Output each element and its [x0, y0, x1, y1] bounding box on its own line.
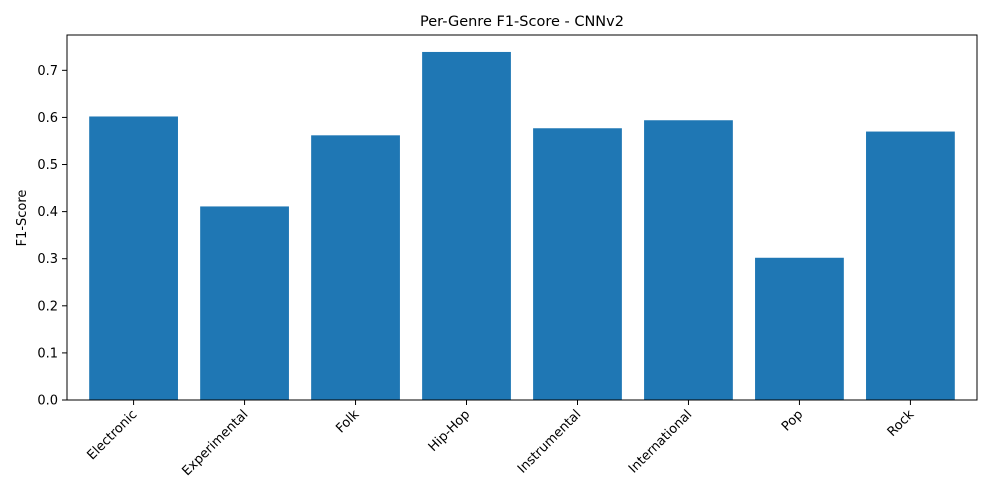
x-tick-label: Electronic [84, 407, 140, 463]
bar-experimental [200, 206, 289, 400]
y-axis: 0.0 0.1 0.2 0.3 0.4 0.5 0.6 0.7 [37, 64, 67, 409]
x-axis: Electronic Experimental Folk Hip-Hop Instrum… [84, 400, 918, 479]
y-tick-label: 0.3 [37, 252, 58, 267]
bar-folk [311, 135, 400, 400]
x-tick-label: Hip-Hop [426, 407, 474, 455]
y-tick-label: 0.4 [37, 205, 58, 220]
x-tick-label: International [626, 407, 695, 476]
bar-hip-hop [422, 51, 511, 401]
y-tick-label: 0.5 [37, 158, 58, 173]
bar-international [644, 120, 733, 400]
x-tick-label: Pop [779, 407, 806, 434]
y-tick-label: 0.1 [37, 346, 58, 361]
y-tick-label: 0.0 [37, 394, 58, 409]
y-axis-label: F1-Score [15, 190, 30, 247]
bar-electronic [89, 116, 178, 400]
bar-instrumental [533, 128, 622, 400]
bars-group [89, 51, 955, 401]
x-tick-label: Folk [333, 407, 362, 436]
x-tick-label: Experimental [179, 407, 251, 479]
plot-frame [66, 34, 978, 401]
chart-title: Per-Genre F1-Score - CNNv2 [420, 14, 624, 30]
bar-rock [866, 131, 955, 400]
x-tick-label: Rock [885, 407, 918, 440]
bar-pop [755, 257, 844, 400]
y-tick-label: 0.2 [37, 299, 58, 314]
y-tick-label: 0.7 [37, 64, 58, 79]
y-tick-label: 0.6 [37, 111, 58, 126]
x-tick-label: Instrumental [515, 407, 584, 476]
